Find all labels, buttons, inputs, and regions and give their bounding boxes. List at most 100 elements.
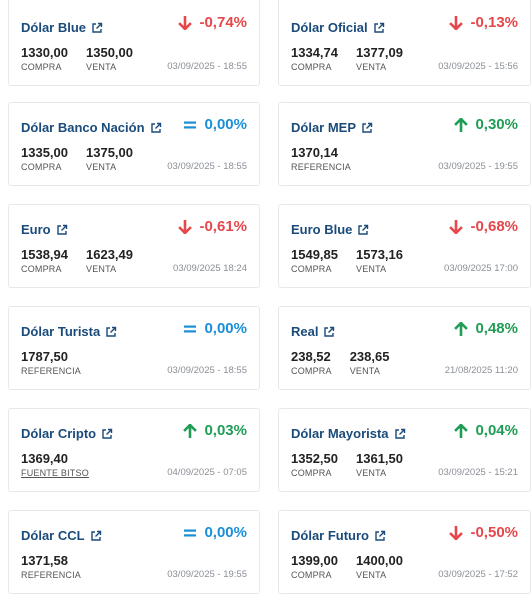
value-secondary: 1623,49 VENTA (86, 247, 133, 275)
value-number: 1549,85 (291, 247, 338, 262)
equals-icon (184, 121, 197, 128)
change-percent: -0,50% (470, 524, 518, 541)
quote-values: 1330,00 COMPRA 1350,00 VENTA (21, 45, 151, 73)
quote-card: Dólar Cripto 0,03% 1369,40 FUENTE BITSO … (8, 408, 260, 492)
change-percent: -0,68% (470, 218, 518, 235)
quote-title-link[interactable]: Dólar Turista (21, 324, 117, 339)
external-link-icon (394, 428, 405, 439)
value-label: COMPRA (21, 162, 62, 172)
change-percent: -0,74% (199, 14, 247, 31)
external-link-icon (92, 22, 103, 33)
value-number: 1352,50 (291, 451, 338, 466)
value-primary: 238,52 COMPRA (291, 349, 332, 377)
value-number: 1538,94 (21, 247, 68, 262)
change-indicator: -0,50% (449, 524, 518, 541)
value-number: 1369,40 (21, 451, 68, 466)
value-number: 1330,00 (21, 45, 68, 60)
quote-title: Dólar Cripto (21, 426, 97, 441)
quote-values: 1371,58 REFERENCIA (21, 553, 99, 581)
external-link-icon (90, 530, 101, 541)
value-secondary: 1400,00 VENTA (356, 553, 403, 581)
value-label: COMPRA (291, 264, 332, 274)
quote-title: Dólar Futuro (291, 528, 369, 543)
value-label: VENTA (356, 570, 387, 580)
value-number: 1399,00 (291, 553, 338, 568)
quote-title-link[interactable]: Dólar Mayorista (291, 426, 406, 441)
value-primary: 1335,00 COMPRA (21, 145, 68, 173)
quote-card: Dólar Banco Nación 0,00% 1335,00 COMPRA … (8, 102, 260, 186)
quote-title-link[interactable]: Dólar CCL (21, 528, 102, 543)
quote-title: Real (291, 324, 319, 339)
quote-timestamp: 03/09/2025 - 19:55 (167, 569, 247, 580)
value-number: 1361,50 (356, 451, 403, 466)
quote-timestamp: 04/09/2025 - 07:05 (167, 467, 247, 478)
change-percent: 0,48% (475, 320, 518, 337)
value-number: 1573,16 (356, 247, 403, 262)
quote-values: 1369,40 FUENTE BITSO (21, 451, 107, 479)
value-label: VENTA (356, 264, 387, 274)
quote-timestamp: 03/09/2025 - 19:55 (438, 161, 518, 172)
quote-title: Dólar CCL (21, 528, 85, 543)
source-link[interactable]: FUENTE BITSO (21, 468, 89, 478)
value-number: 1377,09 (356, 45, 403, 60)
quote-title-link[interactable]: Dólar Cripto (21, 426, 113, 441)
value-number: 1623,49 (86, 247, 133, 262)
quote-card: Real 0,48% 238,52 COMPRA 238,65 VENTA 21… (278, 306, 531, 390)
value-label: COMPRA (291, 570, 332, 580)
value-label: VENTA (349, 366, 381, 376)
value-label: VENTA (356, 468, 387, 478)
value-secondary: 1573,16 VENTA (356, 247, 403, 275)
quote-timestamp: 03/09/2025 - 18:55 (167, 161, 247, 172)
value-label: COMPRA (291, 468, 332, 478)
quote-title: Dólar Banco Nación (21, 120, 145, 135)
quote-title: Dólar MEP (291, 120, 357, 135)
quote-values: 1549,85 COMPRA 1573,16 VENTA (291, 247, 421, 275)
quote-title-link[interactable]: Dólar Oficial (291, 20, 385, 35)
quote-timestamp: 03/09/2025 - 18:55 (167, 61, 247, 72)
quote-title-link[interactable]: Dólar Blue (21, 20, 103, 35)
value-secondary: 238,65 VENTA (350, 349, 390, 377)
external-link-icon (362, 122, 373, 133)
value-primary: 1334,74 COMPRA (291, 45, 338, 73)
quote-title-link[interactable]: Dólar MEP (291, 120, 373, 135)
quote-title-link[interactable]: Dólar Banco Nación (21, 120, 162, 135)
quote-title-link[interactable]: Dólar Futuro (291, 528, 386, 543)
quote-title-link[interactable]: Euro (21, 222, 68, 237)
change-indicator: 0,00% (183, 320, 247, 337)
quote-values: 238,52 COMPRA 238,65 VENTA (291, 349, 407, 377)
quote-title: Dólar Blue (21, 20, 87, 35)
value-label: COMPRA (21, 62, 62, 72)
quote-title: Dólar Turista (21, 324, 101, 339)
change-indicator: -0,74% (178, 14, 247, 31)
change-percent: 0,03% (204, 422, 247, 439)
value-label: REFERENCIA (21, 366, 82, 376)
value-label: REFERENCIA (291, 162, 352, 172)
value-number: 1400,00 (356, 553, 403, 568)
arrow-down-icon (449, 525, 464, 540)
quote-card: Dólar Turista 0,00% 1787,50 REFERENCIA 0… (8, 306, 260, 390)
change-indicator: 0,48% (454, 320, 518, 337)
quote-timestamp: 03/09/2025 17:00 (444, 263, 518, 274)
arrow-up-icon (454, 117, 469, 132)
quote-timestamp: 03/09/2025 - 15:21 (438, 467, 518, 478)
change-percent: 0,30% (475, 116, 518, 133)
quote-title: Dólar Mayorista (291, 426, 389, 441)
quote-title: Dólar Oficial (291, 20, 368, 35)
quote-title-link[interactable]: Real (291, 324, 335, 339)
change-indicator: 0,03% (183, 422, 247, 439)
arrow-up-icon (454, 423, 469, 438)
change-indicator: -0,68% (449, 218, 518, 235)
quote-card: Dólar CCL 0,00% 1371,58 REFERENCIA 03/09… (8, 510, 260, 594)
external-link-icon (358, 224, 369, 235)
quote-values: 1370,14 REFERENCIA (291, 145, 369, 173)
value-number: 1787,50 (21, 349, 68, 364)
external-link-icon (150, 122, 161, 133)
quote-title-link[interactable]: Euro Blue (291, 222, 369, 237)
change-percent: 0,00% (204, 524, 247, 541)
quote-values: 1538,94 COMPRA 1623,49 VENTA (21, 247, 151, 275)
quote-values: 1787,50 REFERENCIA (21, 349, 99, 377)
value-label: COMPRA (291, 62, 332, 72)
quote-title: Euro Blue (291, 222, 353, 237)
quote-card: Dólar Oficial -0,13% 1334,74 COMPRA 1377… (278, 0, 531, 86)
value-primary: 1371,58 REFERENCIA (21, 553, 81, 581)
